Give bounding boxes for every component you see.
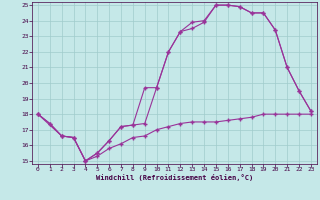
X-axis label: Windchill (Refroidissement éolien,°C): Windchill (Refroidissement éolien,°C) xyxy=(96,174,253,181)
